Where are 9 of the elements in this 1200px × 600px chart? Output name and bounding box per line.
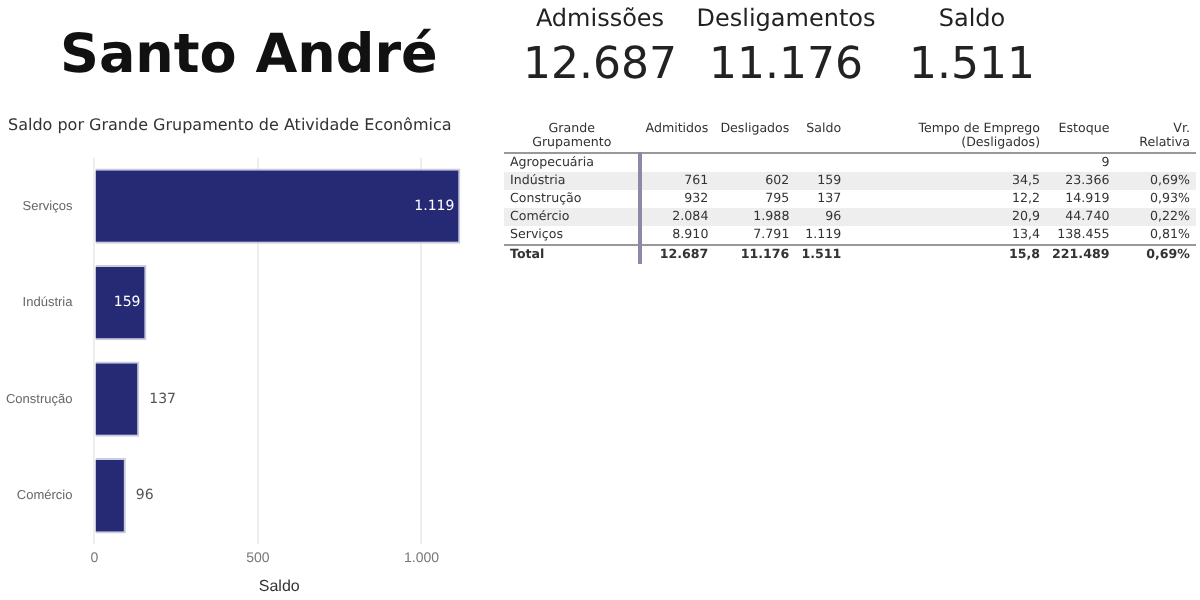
- text: 11.176: [709, 40, 863, 90]
- text: 1.511: [909, 40, 1035, 90]
- category-label: Admissões: [535, 4, 665, 32]
- x-axis-title: Saldo: [258, 576, 301, 595]
- category-label: Desligamentos: [694, 4, 878, 32]
- chart-title: Saldo por Grande Grupamento de Atividade Econômica: [8, 116, 452, 134]
- category-label: Saldo: [938, 4, 1006, 32]
- text: Santo André: [60, 24, 438, 86]
- text: 12.687: [523, 40, 677, 90]
